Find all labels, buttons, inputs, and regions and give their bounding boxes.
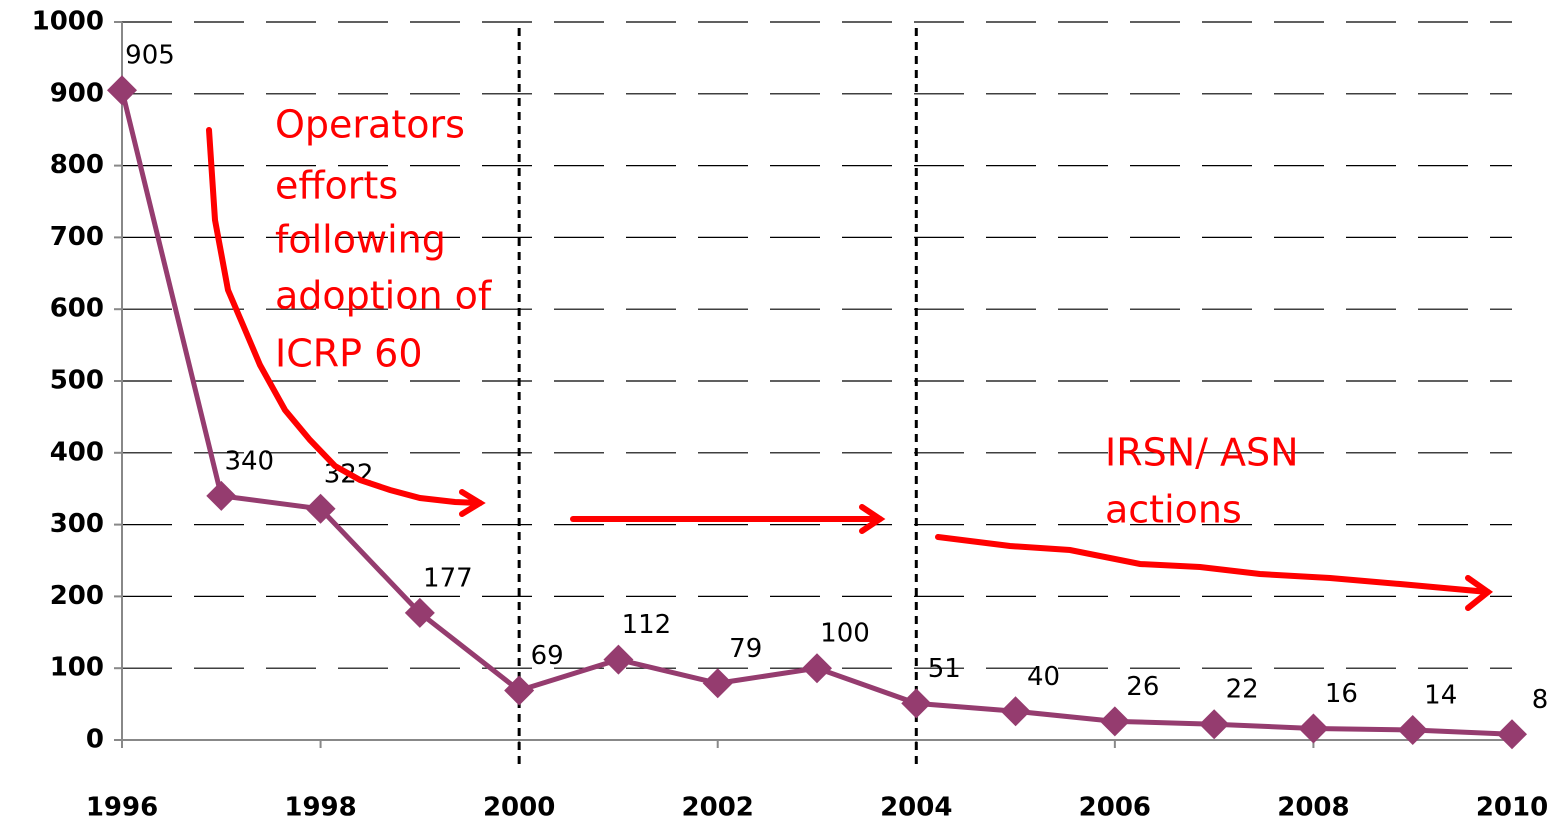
data-label: 69 [531, 641, 564, 671]
point-marker [802, 653, 832, 684]
data-label: 26 [1126, 672, 1159, 702]
y-tick-label: 800 [50, 150, 104, 180]
annotation: IRSN/ ASN [1105, 431, 1299, 475]
y-tick-label: 500 [50, 366, 104, 396]
x-tick-label: 2006 [1079, 793, 1151, 823]
y-tick-label: 700 [50, 222, 104, 252]
x-tick-label: 1996 [86, 793, 158, 823]
point-marker [1199, 709, 1230, 740]
annotation: Operators [275, 103, 465, 147]
annotation: following [275, 218, 446, 262]
x-tick-label: 2000 [483, 793, 555, 823]
point-marker [1397, 714, 1428, 745]
point-marker [1099, 706, 1130, 737]
y-tick-label: 0 [86, 725, 104, 755]
point-marker [603, 644, 634, 675]
data-label: 8 [1532, 685, 1549, 715]
data-label: 905 [125, 41, 175, 71]
point-marker [702, 668, 733, 699]
x-tick-label: 2008 [1277, 793, 1349, 823]
data-label: 112 [622, 610, 672, 640]
y-tick-label: 100 [50, 653, 104, 683]
y-tick-label: 900 [50, 78, 104, 108]
point-marker [404, 597, 435, 628]
annotation: efforts [275, 164, 398, 208]
annotation: adoption of [275, 274, 493, 318]
data-label: 22 [1226, 675, 1259, 705]
data-label: 340 [224, 446, 274, 476]
point-marker [1497, 719, 1527, 750]
annotation: actions [1105, 488, 1242, 532]
data-label: 16 [1325, 679, 1358, 709]
x-tick-label: 1998 [284, 793, 356, 823]
data-label: 79 [729, 634, 762, 664]
data-label: 177 [423, 563, 473, 593]
y-tick-label: 200 [50, 581, 104, 611]
annotation-arrows [206, 127, 1494, 611]
y-tick-label: 1000 [32, 7, 104, 37]
x-tick-label: 2002 [682, 793, 754, 823]
annotation: ICRP 60 [275, 332, 423, 376]
point-marker [1000, 696, 1031, 727]
point-marker [901, 688, 932, 719]
data-label: 14 [1424, 680, 1457, 710]
data-label: 40 [1027, 662, 1060, 692]
data-label: 51 [928, 654, 961, 684]
x-tick-label: 2004 [880, 793, 952, 823]
point-marker [107, 75, 137, 106]
data-label: 100 [820, 619, 870, 649]
y-tick-label: 600 [50, 294, 104, 324]
y-tick-label: 300 [50, 509, 104, 539]
y-tick-label: 400 [50, 437, 104, 467]
point-marker [504, 675, 535, 706]
x-tick-label: 2010 [1476, 793, 1548, 823]
point-marker [1298, 713, 1329, 744]
point-marker [305, 493, 336, 524]
point-marker [206, 480, 237, 511]
